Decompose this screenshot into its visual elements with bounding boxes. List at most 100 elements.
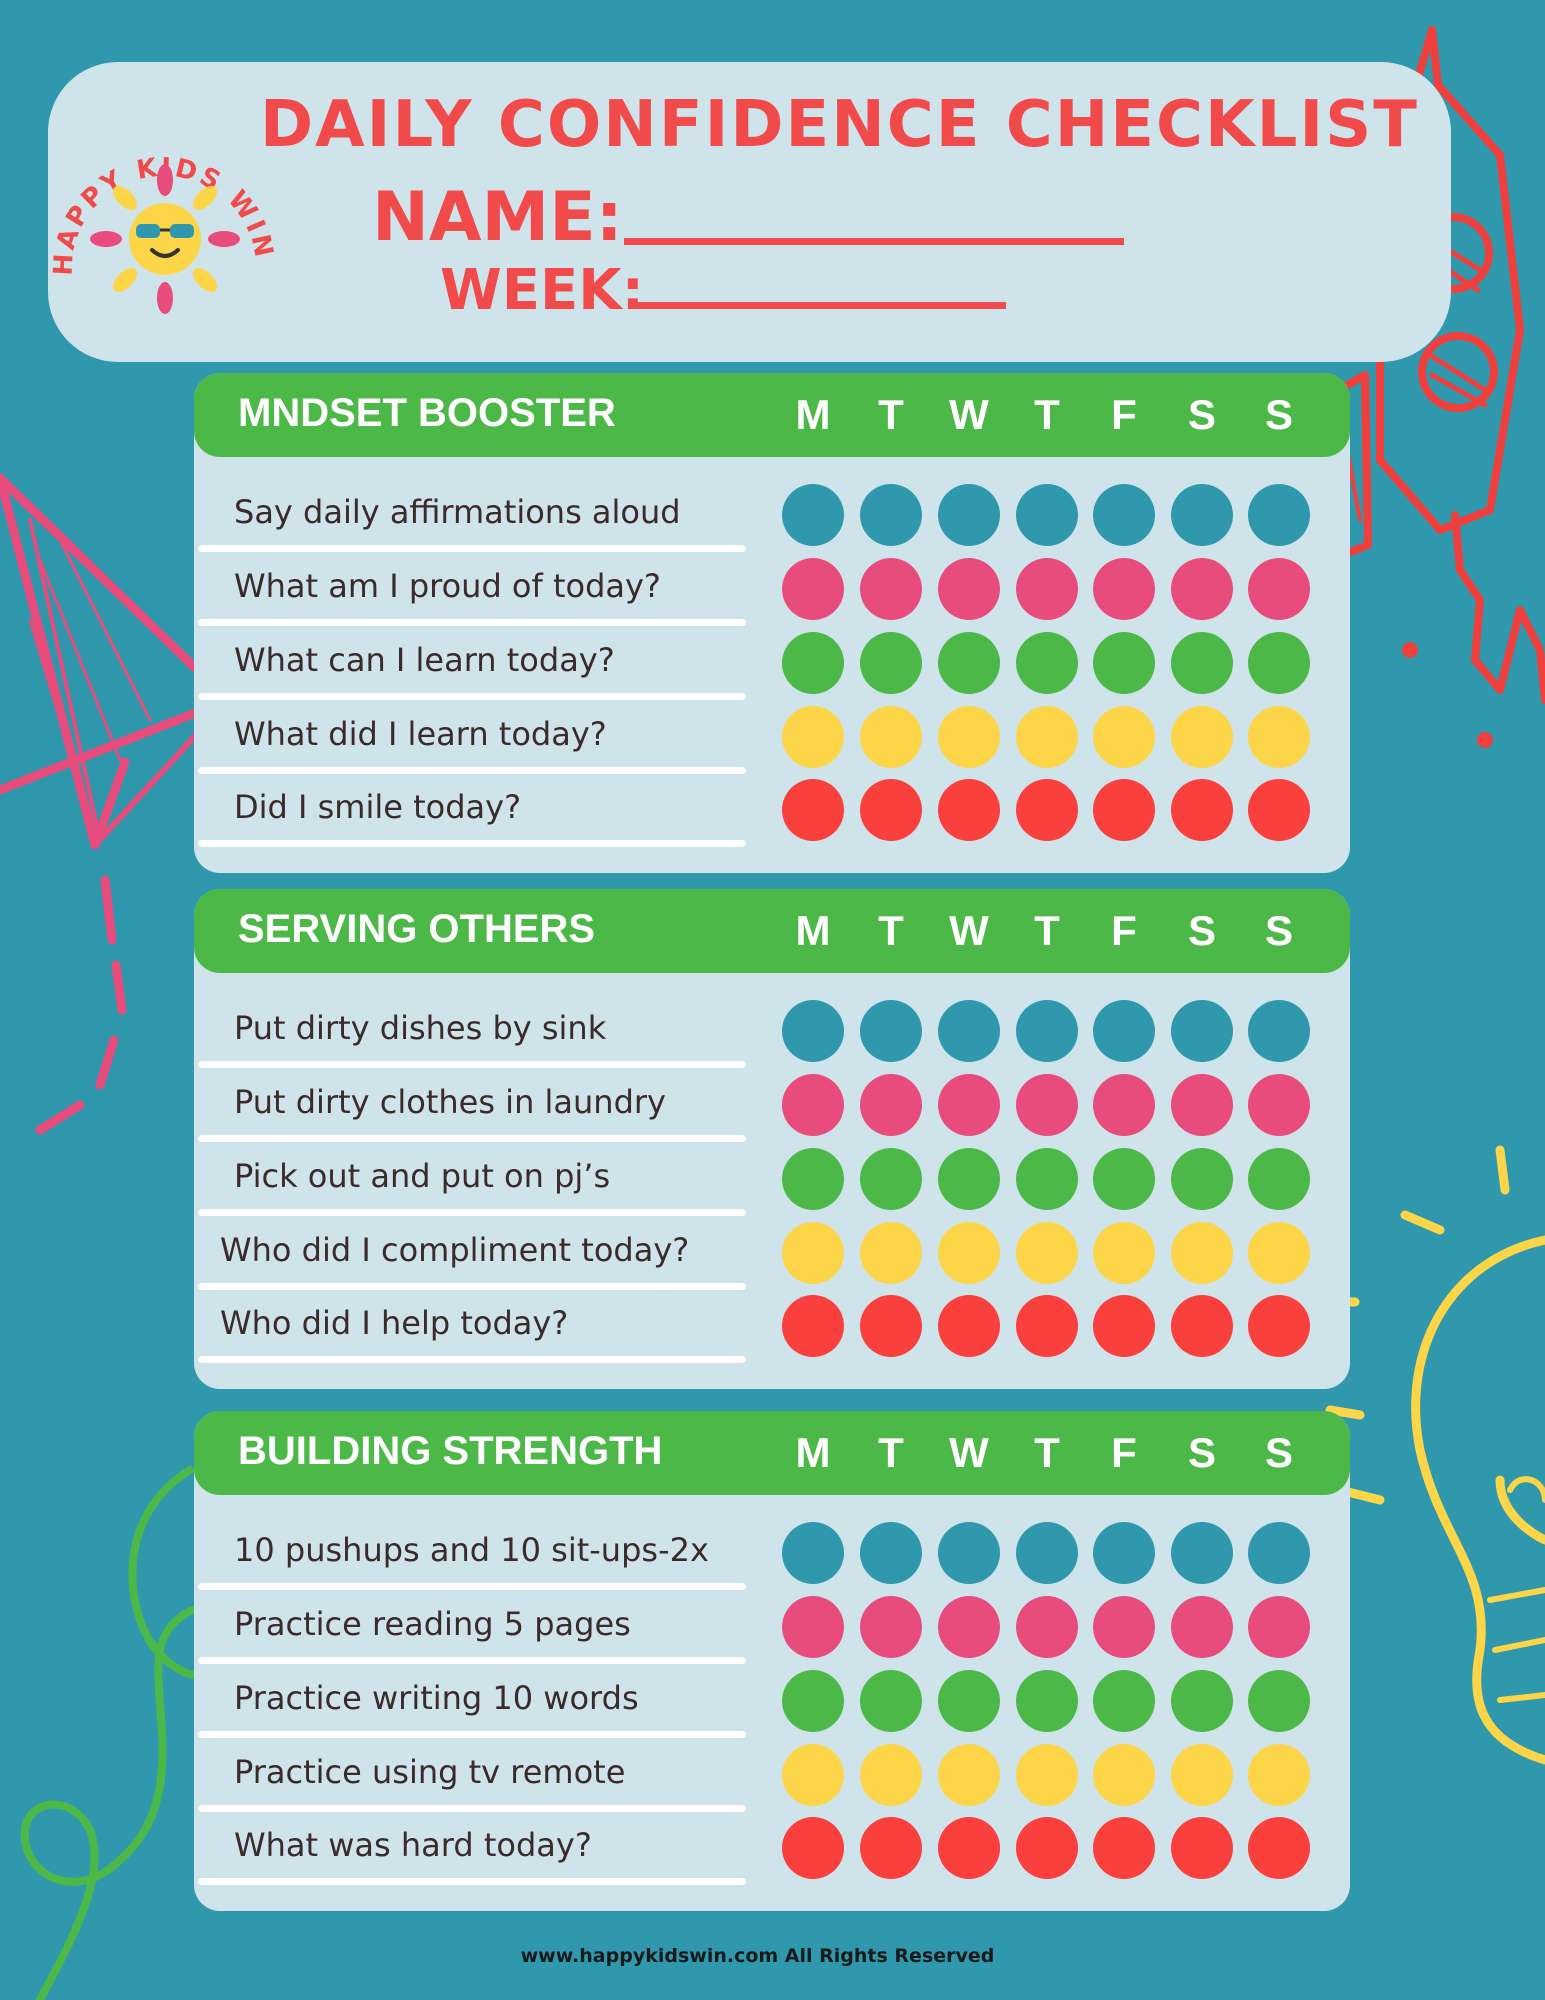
checkbox-dot[interactable] [1016,632,1078,694]
checkbox-dot[interactable] [1093,1744,1155,1806]
checkbox-dot[interactable] [1016,1670,1078,1732]
checkbox-dot[interactable] [1093,558,1155,620]
checkbox-dot[interactable] [782,484,844,546]
checkbox-dot[interactable] [782,1596,844,1658]
checkbox-dot[interactable] [860,779,922,841]
checkbox-dot[interactable] [860,1596,922,1658]
checkbox-dot[interactable] [938,1670,1000,1732]
checkbox-dot[interactable] [1093,1596,1155,1658]
checkbox-dot[interactable] [860,1295,922,1357]
checkbox-dot[interactable] [860,1148,922,1210]
checkbox-dot[interactable] [860,1074,922,1136]
checkbox-dot[interactable] [938,1000,1000,1062]
checkbox-dot[interactable] [860,558,922,620]
checkbox-dot[interactable] [782,1744,844,1806]
checkbox-dot[interactable] [782,632,844,694]
checkbox-dot[interactable] [1171,558,1233,620]
checkbox-dot[interactable] [1171,632,1233,694]
checkbox-dot[interactable] [1093,1817,1155,1879]
checkbox-dot[interactable] [1171,484,1233,546]
checkbox-dot[interactable] [1016,1222,1078,1284]
checkbox-dot[interactable] [1016,1596,1078,1658]
checkbox-dot[interactable] [1016,1000,1078,1062]
checkbox-dot[interactable] [1171,1222,1233,1284]
checkbox-dot[interactable] [1093,1295,1155,1357]
checkbox-dot[interactable] [782,1000,844,1062]
checkbox-dot[interactable] [860,706,922,768]
checkbox-dot[interactable] [1093,1222,1155,1284]
checkbox-dot[interactable] [1016,1817,1078,1879]
checkbox-dot[interactable] [938,1074,1000,1136]
checkbox-dot[interactable] [938,706,1000,768]
checkbox-dot[interactable] [782,1222,844,1284]
checkbox-dot[interactable] [938,1522,1000,1584]
checkbox-dot[interactable] [860,1670,922,1732]
checkbox-dot[interactable] [782,558,844,620]
checkbox-dot[interactable] [1171,1295,1233,1357]
checkbox-dot[interactable] [1171,1000,1233,1062]
checkbox-dot[interactable] [860,1522,922,1584]
checkbox-dot[interactable] [860,1000,922,1062]
checkbox-dot[interactable] [938,1817,1000,1879]
checkbox-dot[interactable] [1093,632,1155,694]
checkbox-dot[interactable] [1093,484,1155,546]
checkbox-dot[interactable] [1016,1295,1078,1357]
checkbox-dot[interactable] [1093,1522,1155,1584]
checkbox-dot[interactable] [1171,779,1233,841]
checkbox-dot[interactable] [860,1817,922,1879]
checkbox-dot[interactable] [1171,1596,1233,1658]
checkbox-dot[interactable] [1248,484,1310,546]
checkbox-dot[interactable] [1248,632,1310,694]
checkbox-dot[interactable] [938,1148,1000,1210]
week-field[interactable] [628,302,1006,309]
checkbox-dot[interactable] [1016,484,1078,546]
checkbox-dot[interactable] [1248,1670,1310,1732]
checkbox-dot[interactable] [1093,1148,1155,1210]
checkbox-dot[interactable] [1171,1744,1233,1806]
checkbox-dot[interactable] [1016,558,1078,620]
checkbox-dot[interactable] [782,1148,844,1210]
checkbox-dot[interactable] [1016,779,1078,841]
checkbox-dot[interactable] [938,1596,1000,1658]
checkbox-dot[interactable] [938,632,1000,694]
checkbox-dot[interactable] [1016,1074,1078,1136]
checkbox-dot[interactable] [782,1522,844,1584]
checkbox-dot[interactable] [1248,1222,1310,1284]
checkbox-dot[interactable] [1248,1000,1310,1062]
checkbox-dot[interactable] [782,1670,844,1732]
checkbox-dot[interactable] [782,1074,844,1136]
checkbox-dot[interactable] [782,1295,844,1357]
checkbox-dot[interactable] [1016,706,1078,768]
checkbox-dot[interactable] [938,1295,1000,1357]
checkbox-dot[interactable] [1248,1148,1310,1210]
checkbox-dot[interactable] [1248,1596,1310,1658]
checkbox-dot[interactable] [1093,706,1155,768]
checkbox-dot[interactable] [1093,1670,1155,1732]
checkbox-dot[interactable] [1016,1522,1078,1584]
checkbox-dot[interactable] [1093,779,1155,841]
name-field[interactable] [624,238,1124,245]
checkbox-dot[interactable] [1171,1522,1233,1584]
checkbox-dot[interactable] [938,1744,1000,1806]
checkbox-dot[interactable] [1248,779,1310,841]
checkbox-dot[interactable] [1248,558,1310,620]
checkbox-dot[interactable] [1248,1522,1310,1584]
checkbox-dot[interactable] [1171,1670,1233,1732]
checkbox-dot[interactable] [1093,1074,1155,1136]
checkbox-dot[interactable] [1016,1744,1078,1806]
checkbox-dot[interactable] [1248,1074,1310,1136]
checkbox-dot[interactable] [860,1222,922,1284]
checkbox-dot[interactable] [1093,1000,1155,1062]
checkbox-dot[interactable] [1248,1744,1310,1806]
checkbox-dot[interactable] [1171,1074,1233,1136]
checkbox-dot[interactable] [1171,1817,1233,1879]
checkbox-dot[interactable] [1248,706,1310,768]
checkbox-dot[interactable] [782,706,844,768]
checkbox-dot[interactable] [782,1817,844,1879]
checkbox-dot[interactable] [938,558,1000,620]
checkbox-dot[interactable] [860,632,922,694]
checkbox-dot[interactable] [860,484,922,546]
checkbox-dot[interactable] [1016,1148,1078,1210]
checkbox-dot[interactable] [1248,1817,1310,1879]
checkbox-dot[interactable] [938,779,1000,841]
